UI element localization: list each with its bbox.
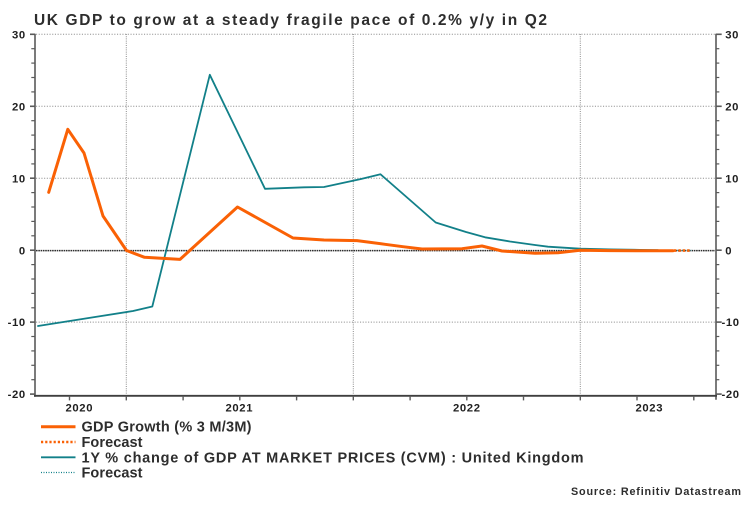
svg-text:20: 20: [12, 101, 26, 113]
svg-text:20: 20: [725, 101, 739, 113]
svg-text:2021: 2021: [226, 402, 253, 414]
svg-text:Forecast: Forecast: [82, 435, 143, 451]
svg-text:1Y % change of GDP AT MARKET P: 1Y % change of GDP AT MARKET PRICES (CVM…: [82, 450, 584, 466]
svg-text:Forecast: Forecast: [82, 466, 143, 482]
svg-text:2023: 2023: [636, 402, 663, 414]
svg-text:UK GDP to grow at a steady fra: UK GDP to grow at a steady fragile pace …: [34, 12, 547, 29]
svg-text:-20: -20: [8, 389, 26, 401]
svg-text:0: 0: [19, 245, 26, 257]
svg-text:Source: Refinitiv Datastream: Source: Refinitiv Datastream: [571, 486, 741, 498]
svg-text:10: 10: [725, 173, 739, 185]
svg-text:30: 30: [12, 29, 26, 41]
svg-text:30: 30: [725, 29, 739, 41]
svg-text:2022: 2022: [453, 402, 480, 414]
svg-text:-10: -10: [8, 317, 26, 329]
svg-text:2020: 2020: [66, 402, 93, 414]
svg-text:0: 0: [725, 245, 732, 257]
svg-text:GDP Growth (% 3 M/3M): GDP Growth (% 3 M/3M): [82, 420, 252, 436]
svg-text:-20: -20: [722, 389, 740, 401]
svg-text:10: 10: [12, 173, 26, 185]
svg-text:-10: -10: [722, 317, 740, 329]
